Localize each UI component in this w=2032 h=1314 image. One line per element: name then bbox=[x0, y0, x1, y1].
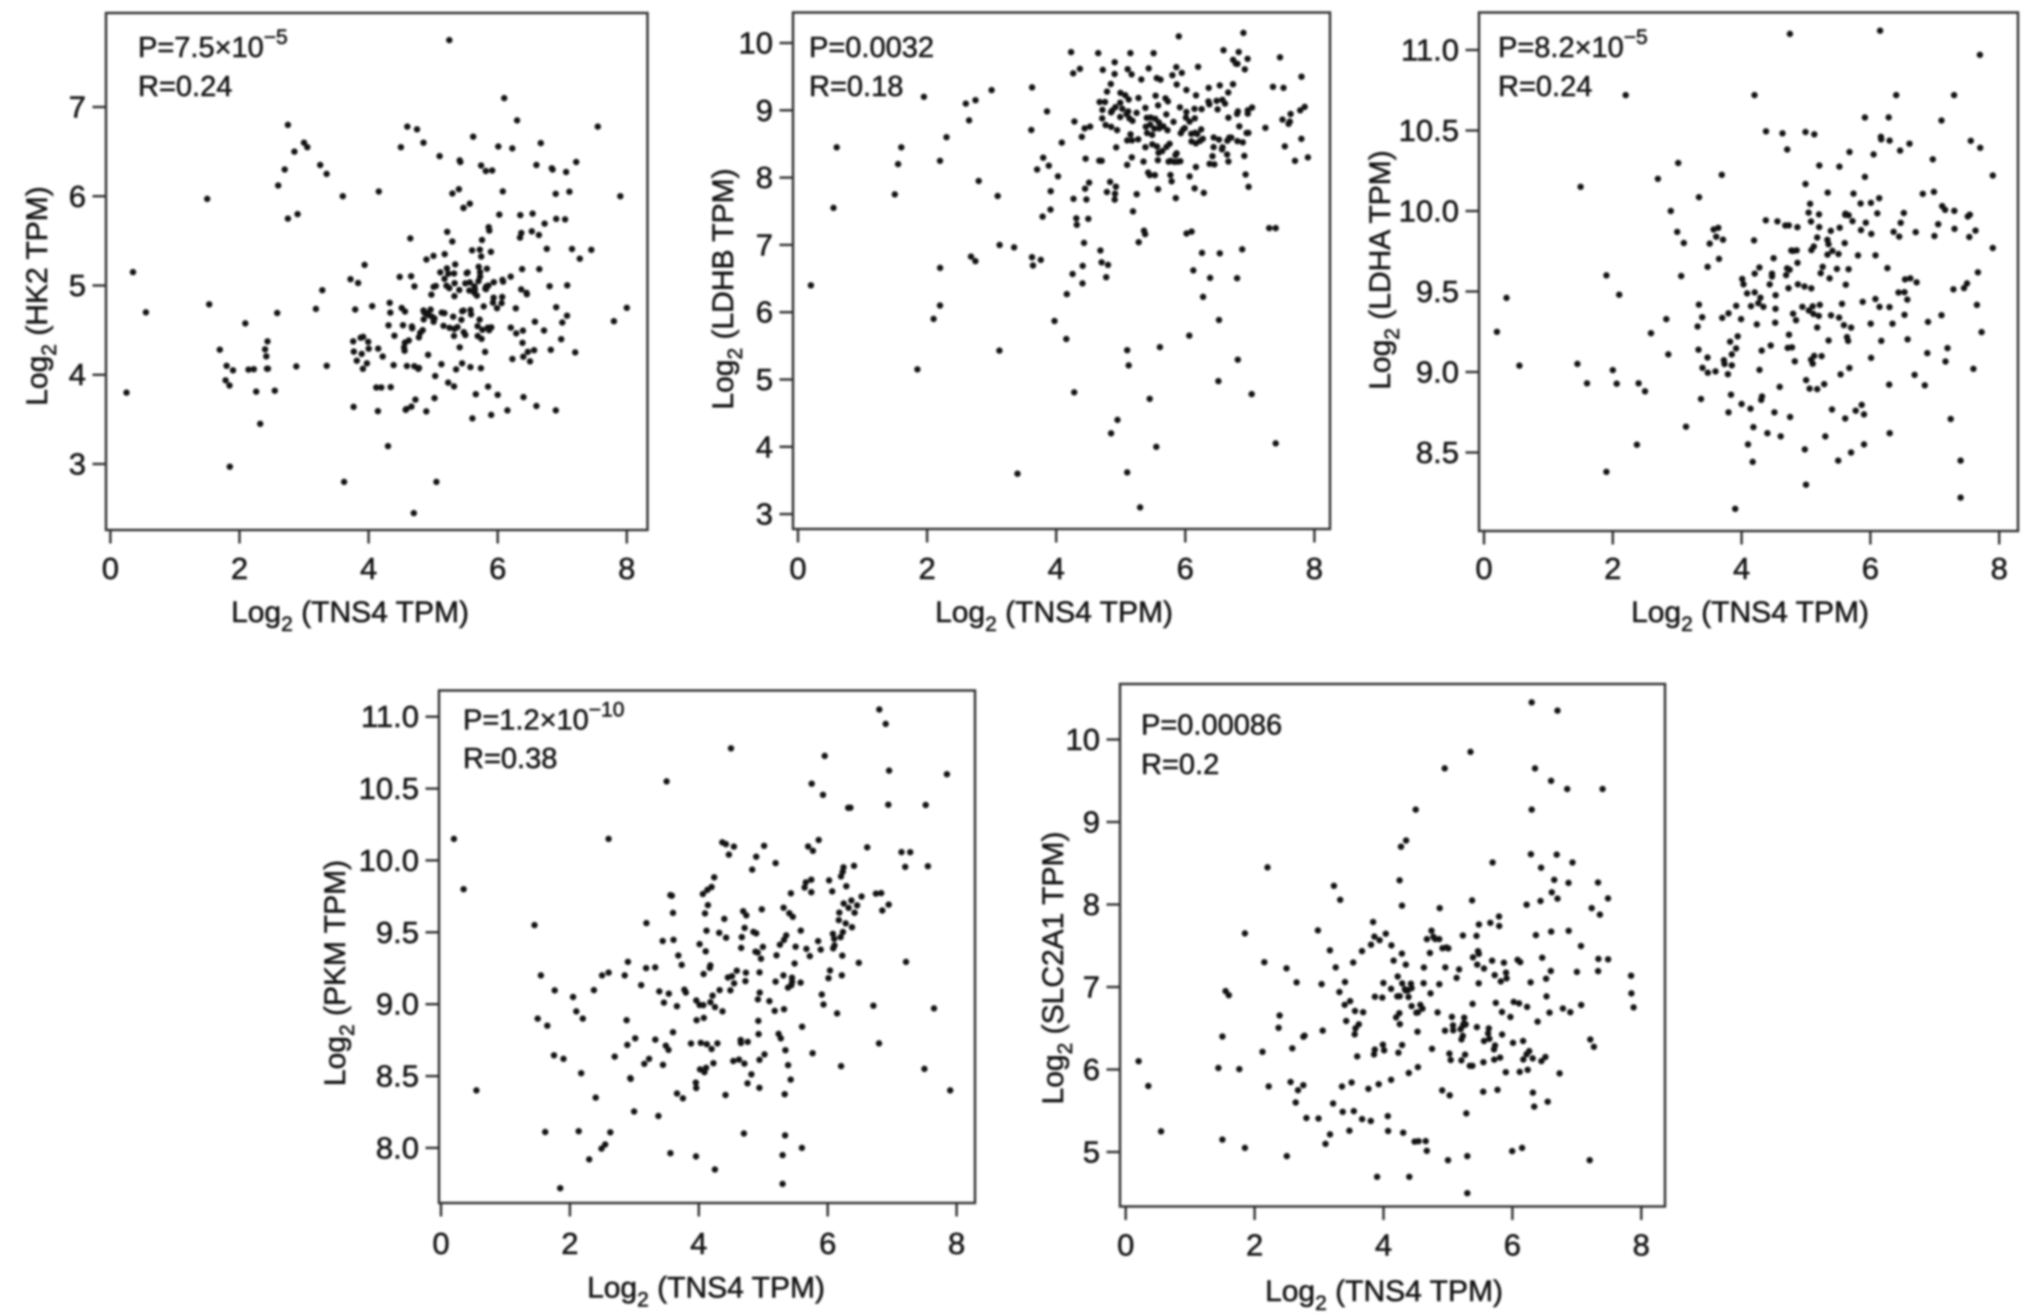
svg-text:6: 6 bbox=[489, 551, 506, 586]
svg-text:7: 7 bbox=[69, 90, 86, 125]
svg-text:4: 4 bbox=[690, 1226, 707, 1261]
svg-text:R=0.2: R=0.2 bbox=[1141, 749, 1219, 781]
svg-text:0: 0 bbox=[789, 551, 806, 586]
svg-text:3: 3 bbox=[69, 447, 86, 482]
svg-text:6: 6 bbox=[1862, 551, 1879, 586]
svg-text:6: 6 bbox=[69, 179, 86, 214]
svg-text:10.0: 10.0 bbox=[1399, 194, 1459, 229]
svg-text:10.5: 10.5 bbox=[359, 771, 419, 806]
svg-text:0: 0 bbox=[432, 1226, 449, 1261]
svg-text:4: 4 bbox=[69, 357, 86, 392]
svg-text:9: 9 bbox=[1083, 805, 1100, 840]
svg-text:9.5: 9.5 bbox=[1416, 274, 1459, 309]
svg-text:11.0: 11.0 bbox=[361, 699, 419, 734]
svg-text:8.0: 8.0 bbox=[376, 1130, 419, 1165]
svg-text:8: 8 bbox=[1633, 1228, 1650, 1263]
svg-text:5: 5 bbox=[756, 362, 773, 397]
svg-text:8: 8 bbox=[948, 1226, 965, 1261]
svg-text:11.0: 11.0 bbox=[1401, 33, 1459, 68]
svg-text:R=0.38: R=0.38 bbox=[463, 743, 557, 775]
svg-text:P=0.00086: P=0.00086 bbox=[1141, 710, 1282, 742]
svg-text:Log2 (TNS4 TPM): Log2 (TNS4 TPM) bbox=[1265, 1275, 1503, 1314]
svg-text:0: 0 bbox=[1475, 551, 1492, 586]
svg-text:8: 8 bbox=[1306, 551, 1323, 586]
svg-text:10: 10 bbox=[1066, 722, 1100, 757]
svg-text:5: 5 bbox=[1083, 1135, 1100, 1170]
svg-text:P=8.2×10−5: P=8.2×10−5 bbox=[1498, 26, 1648, 64]
svg-text:9.0: 9.0 bbox=[1416, 355, 1459, 390]
svg-text:6: 6 bbox=[756, 295, 773, 330]
svg-text:8: 8 bbox=[1083, 887, 1100, 922]
svg-text:P=7.5×10−5: P=7.5×10−5 bbox=[138, 26, 288, 64]
svg-text:6: 6 bbox=[1083, 1052, 1100, 1087]
svg-text:8: 8 bbox=[618, 551, 635, 586]
svg-text:10: 10 bbox=[739, 26, 773, 61]
svg-text:2: 2 bbox=[1604, 551, 1621, 586]
svg-text:10.5: 10.5 bbox=[1399, 113, 1459, 148]
svg-text:8.5: 8.5 bbox=[376, 1059, 419, 1094]
svg-text:6: 6 bbox=[819, 1226, 836, 1261]
svg-text:R=0.24: R=0.24 bbox=[1498, 71, 1592, 103]
svg-text:7: 7 bbox=[756, 227, 773, 262]
svg-text:2: 2 bbox=[231, 551, 248, 586]
svg-text:Log2 (LDHA TPM): Log2 (LDHA TPM) bbox=[1364, 150, 1404, 390]
svg-text:6: 6 bbox=[1504, 1228, 1521, 1263]
svg-text:Log2 (TNS4 TPM): Log2 (TNS4 TPM) bbox=[935, 596, 1173, 636]
svg-text:4: 4 bbox=[1375, 1228, 1392, 1263]
svg-text:10.0: 10.0 bbox=[359, 843, 419, 878]
svg-text:8: 8 bbox=[756, 160, 773, 195]
svg-text:2: 2 bbox=[561, 1226, 578, 1261]
svg-text:9.0: 9.0 bbox=[376, 987, 419, 1022]
svg-text:8.5: 8.5 bbox=[1416, 435, 1459, 470]
svg-text:8: 8 bbox=[1991, 551, 2008, 586]
svg-text:4: 4 bbox=[1048, 551, 1065, 586]
svg-text:Log2 (TNS4 TPM): Log2 (TNS4 TPM) bbox=[231, 596, 469, 636]
svg-text:0: 0 bbox=[102, 551, 119, 586]
svg-text:R=0.24: R=0.24 bbox=[138, 71, 232, 103]
svg-text:2: 2 bbox=[1246, 1228, 1263, 1263]
svg-text:9.5: 9.5 bbox=[376, 915, 419, 950]
svg-text:3: 3 bbox=[756, 497, 773, 532]
svg-text:0: 0 bbox=[1117, 1228, 1134, 1263]
svg-text:R=0.18: R=0.18 bbox=[809, 71, 903, 103]
svg-text:P=0.0032: P=0.0032 bbox=[809, 32, 934, 64]
svg-text:6: 6 bbox=[1177, 551, 1194, 586]
svg-text:2: 2 bbox=[918, 551, 935, 586]
svg-text:4: 4 bbox=[756, 429, 773, 464]
svg-text:7: 7 bbox=[1083, 970, 1100, 1005]
svg-text:4: 4 bbox=[360, 551, 377, 586]
svg-text:9: 9 bbox=[756, 93, 773, 128]
svg-text:P=1.2×10−10: P=1.2×10−10 bbox=[463, 699, 624, 737]
svg-text:4: 4 bbox=[1733, 551, 1750, 586]
svg-text:5: 5 bbox=[69, 268, 86, 303]
